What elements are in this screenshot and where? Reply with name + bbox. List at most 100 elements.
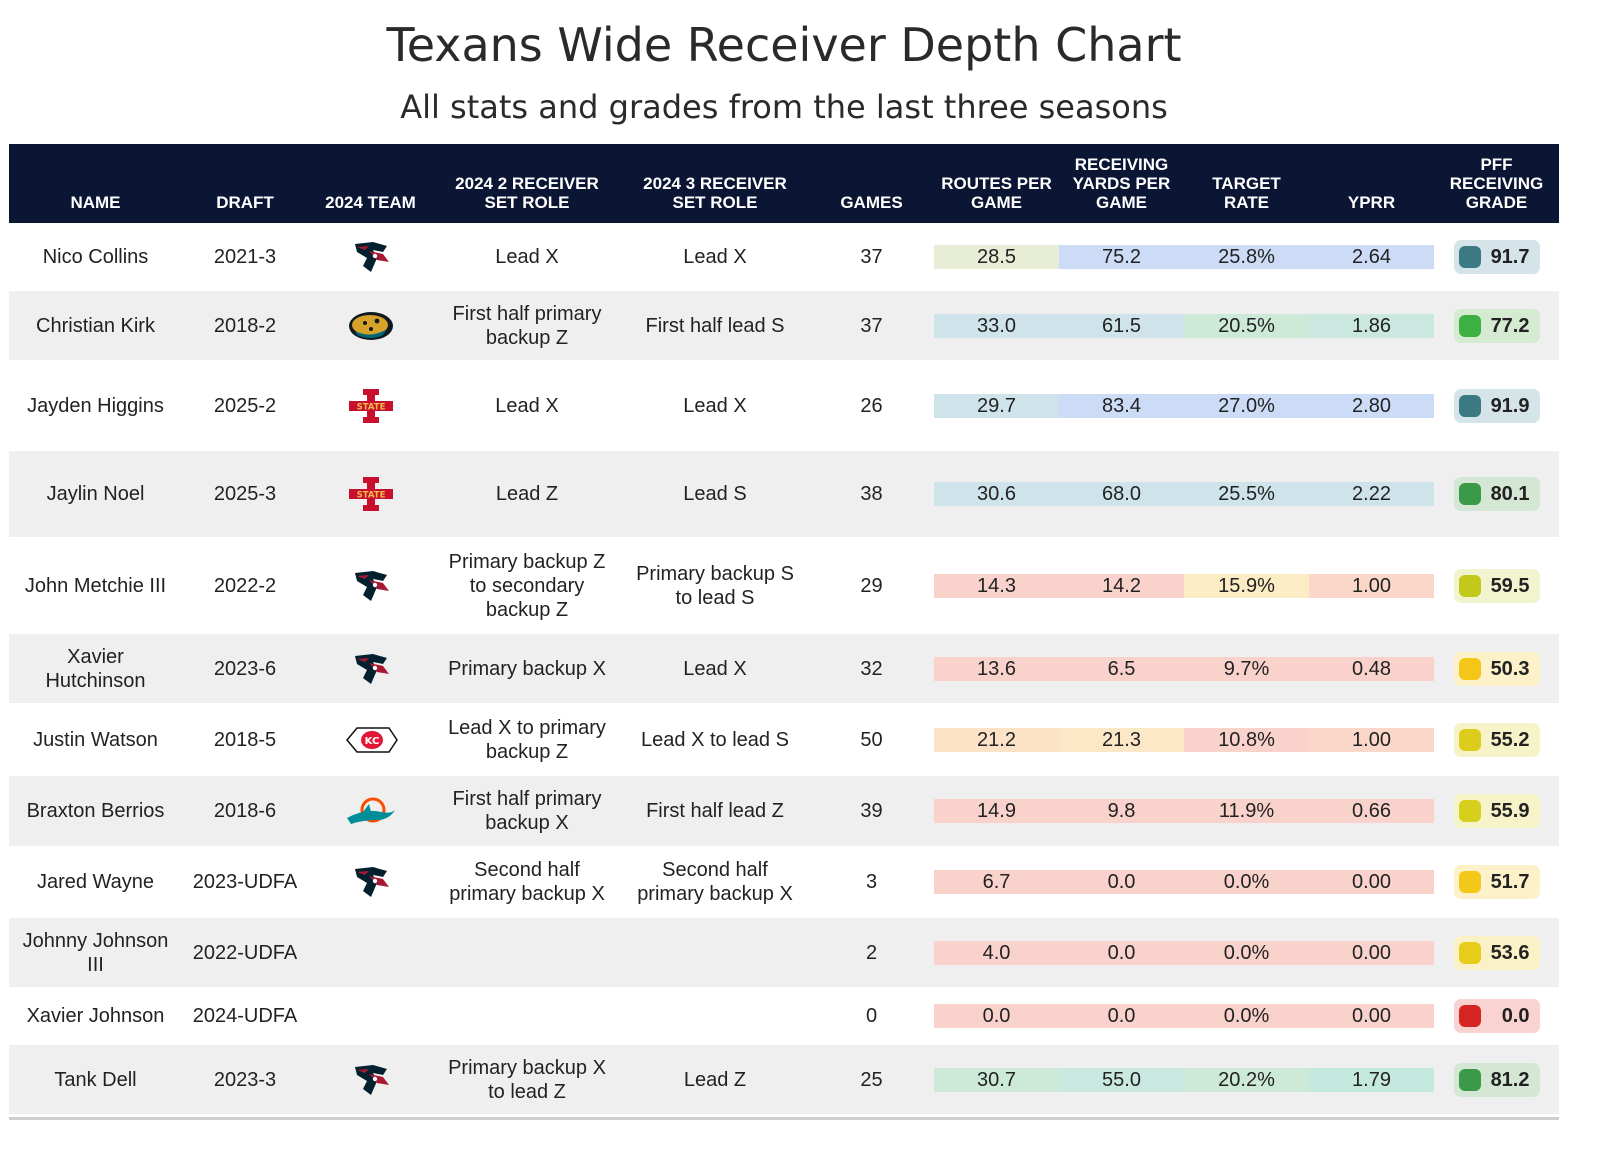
col-header-yprr[interactable]: YPRR [1309, 144, 1434, 223]
grade-badge: 59.5 [1453, 568, 1540, 603]
receiving-yards-cell: 0.0 [1059, 846, 1184, 918]
receiving-yards-cell: 6.5 [1059, 634, 1184, 703]
heat-value: 29.7 [934, 393, 1059, 418]
team-logo-cell [308, 223, 433, 291]
col-header-team[interactable]: 2024 TEAM [308, 144, 433, 223]
pff-grade-cell: 91.9 [1434, 360, 1559, 451]
chart-subtitle: All stats and grades from the last three… [400, 88, 1168, 126]
heat-value: 0.00 [1309, 940, 1434, 965]
routes-per-game-cell: 4.0 [934, 918, 1059, 987]
grade-color-swatch [1458, 728, 1481, 751]
yprr-cell: 0.48 [1309, 634, 1434, 703]
heat-value: 30.7 [934, 1067, 1059, 1092]
heat-value: 55.0 [1059, 1067, 1184, 1092]
col-header-target-rate[interactable]: TARGET RATE [1184, 144, 1309, 223]
grade-value: 55.9 [1490, 800, 1530, 822]
col-header-yards[interactable]: RECEIVING YARDS PER GAME [1059, 144, 1184, 223]
player-name-cell: Nico Collins [9, 223, 182, 291]
target-rate-cell: 15.9% [1184, 537, 1309, 634]
grade-color-swatch [1458, 1005, 1481, 1027]
games-cell: 2 [809, 918, 934, 987]
grade-color-swatch [1458, 314, 1481, 337]
pff-grade-cell: 55.9 [1434, 776, 1559, 846]
player-name-cell: Xavier Johnson [9, 987, 182, 1045]
yprr-cell: 2.80 [1309, 360, 1434, 451]
yprr-cell: 0.00 [1309, 846, 1434, 918]
table-row: Johnny Johnson III 2022-UDFA 2 4.0 0.0 0.0% 0.… [9, 918, 1559, 987]
pff-grade-cell: 55.2 [1434, 703, 1559, 776]
yprr-cell: 1.86 [1309, 291, 1434, 360]
grade-value: 81.2 [1490, 1068, 1530, 1091]
heat-value: 0.48 [1309, 656, 1434, 681]
player-name-cell: Braxton Berrios [9, 776, 182, 846]
grade-badge: 55.2 [1453, 722, 1540, 757]
heat-value: 28.5 [934, 245, 1059, 269]
table-bottom-border [9, 1117, 1559, 1120]
player-name-cell: Jaylin Noel [9, 451, 182, 537]
table-row: Tank Dell 2023-3 Primary backup X to lead … [9, 1045, 1559, 1114]
grade-value: 55.2 [1490, 728, 1530, 751]
heat-value: 0.00 [1309, 1004, 1434, 1028]
heat-value: 4.0 [934, 940, 1059, 965]
heat-value: 33.0 [934, 313, 1059, 338]
grade-badge: 77.2 [1453, 308, 1540, 343]
yprr-cell: 1.79 [1309, 1045, 1434, 1114]
heat-value: 30.6 [934, 482, 1059, 506]
pff-grade-cell: 77.2 [1434, 291, 1559, 360]
player-name-cell: John Metchie III [9, 537, 182, 634]
table-row: Jaylin Noel 2025-3 STATE Lead Z Lead S 38 30.6… [9, 451, 1559, 537]
grade-color-swatch [1458, 871, 1481, 893]
games-cell: 39 [809, 776, 934, 846]
pff-grade-cell: 50.3 [1434, 634, 1559, 703]
role-3wr-cell: First half lead S [621, 291, 809, 360]
col-header-grade[interactable]: PFF RECEIVING GRADE [1434, 144, 1559, 223]
routes-per-game-cell: 6.7 [934, 846, 1059, 918]
routes-per-game-cell: 30.6 [934, 451, 1059, 537]
player-name-cell: Justin Watson [9, 703, 182, 776]
col-header-draft[interactable]: DRAFT [182, 144, 308, 223]
target-rate-cell: 0.0% [1184, 918, 1309, 987]
draft-cell: 2025-2 [182, 360, 308, 451]
chart-title: Texans Wide Receiver Depth Chart [386, 18, 1182, 72]
heat-value: 0.0 [1059, 1004, 1184, 1028]
heat-value: 2.22 [1309, 482, 1434, 506]
draft-cell: 2018-5 [182, 703, 308, 776]
role-3wr-cell: Lead X [621, 634, 809, 703]
games-cell: 32 [809, 634, 934, 703]
role-3wr-cell: Lead S [621, 451, 809, 537]
player-name-cell: Xavier Hutchinson [9, 634, 182, 703]
target-rate-cell: 9.7% [1184, 634, 1309, 703]
heat-value: 83.4 [1059, 393, 1184, 418]
col-header-name[interactable]: NAME [9, 144, 182, 223]
role-3wr-cell [621, 918, 809, 987]
yprr-cell: 0.66 [1309, 776, 1434, 846]
team-logo-cell [308, 987, 433, 1045]
routes-per-game-cell: 30.7 [934, 1045, 1059, 1114]
team-logo-cell: STATE [308, 451, 433, 537]
grade-color-swatch [1458, 657, 1481, 680]
team-logo-cell [308, 846, 433, 918]
grade-badge: 55.9 [1453, 794, 1540, 828]
col-header-role2[interactable]: 2024 2 RECEIVER SET ROLE [433, 144, 621, 223]
player-name-cell: Christian Kirk [9, 291, 182, 360]
routes-per-game-cell: 0.0 [934, 987, 1059, 1045]
grade-value: 91.9 [1490, 394, 1530, 417]
col-header-games[interactable]: GAMES [809, 144, 934, 223]
heat-value: 15.9% [1184, 573, 1309, 598]
grade-value: 77.2 [1490, 314, 1530, 337]
pff-grade-cell: 0.0 [1434, 987, 1559, 1045]
team-logo-cell: STATE [308, 360, 433, 451]
role-2wr-cell [433, 987, 621, 1045]
role-2wr-cell: Lead X [433, 360, 621, 451]
grade-value: 51.7 [1490, 871, 1530, 893]
role-2wr-cell: Lead X to primary backup Z [433, 703, 621, 776]
draft-cell: 2021-3 [182, 223, 308, 291]
receiving-yards-cell: 55.0 [1059, 1045, 1184, 1114]
grade-badge: 91.9 [1453, 388, 1540, 423]
pff-grade-cell: 91.7 [1434, 223, 1559, 291]
col-header-role3[interactable]: 2024 3 RECEIVER SET ROLE [621, 144, 809, 223]
col-header-routes[interactable]: ROUTES PER GAME [934, 144, 1059, 223]
role-3wr-cell: Lead Z [621, 1045, 809, 1114]
team-logo-cell: KC [308, 703, 433, 776]
routes-per-game-cell: 33.0 [934, 291, 1059, 360]
